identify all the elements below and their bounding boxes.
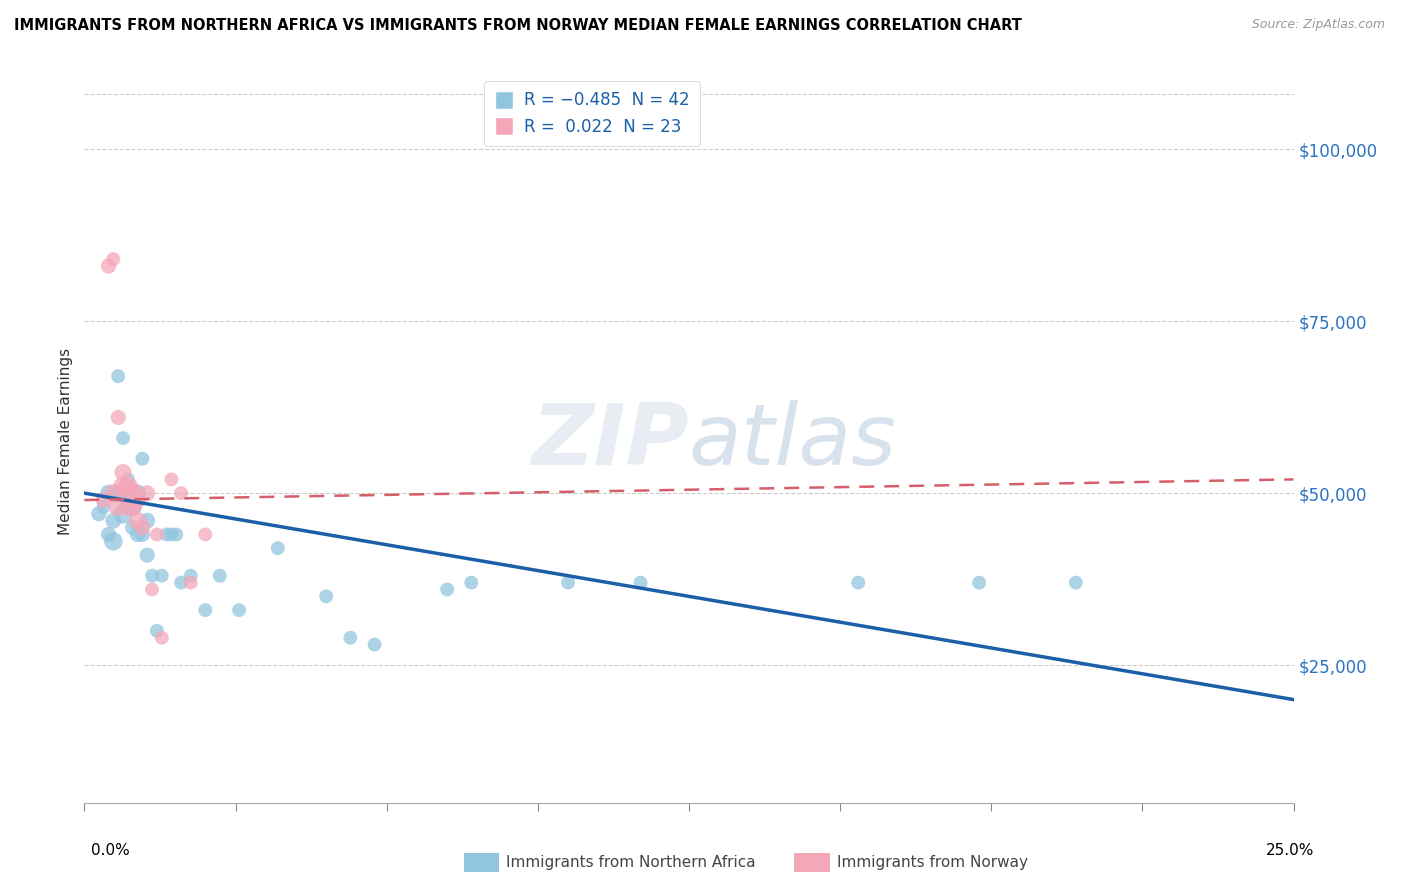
Point bbox=[967, 575, 990, 590]
Point bbox=[87, 507, 110, 521]
Point bbox=[146, 624, 169, 638]
Point bbox=[141, 582, 163, 597]
Point bbox=[150, 568, 173, 582]
Point bbox=[208, 568, 231, 582]
Legend: R = −0.485  N = 42, R =  0.022  N = 23: R = −0.485 N = 42, R = 0.022 N = 23 bbox=[485, 81, 700, 145]
Point bbox=[155, 527, 177, 541]
Point bbox=[339, 631, 361, 645]
Point bbox=[107, 410, 129, 425]
Point bbox=[121, 500, 143, 514]
Point bbox=[846, 575, 869, 590]
Point bbox=[103, 534, 125, 549]
Point bbox=[127, 493, 149, 508]
Point bbox=[131, 527, 153, 541]
Point bbox=[170, 575, 193, 590]
Point bbox=[460, 575, 482, 590]
Point bbox=[136, 486, 159, 500]
Point bbox=[180, 575, 202, 590]
Text: ZIP: ZIP bbox=[531, 400, 689, 483]
Point bbox=[112, 507, 135, 521]
Point bbox=[107, 486, 129, 500]
Point bbox=[93, 493, 115, 508]
Text: 0.0%: 0.0% bbox=[91, 843, 131, 858]
Point bbox=[121, 520, 143, 534]
Point bbox=[141, 568, 163, 582]
Point bbox=[630, 575, 652, 590]
Point bbox=[112, 431, 135, 445]
Point bbox=[97, 527, 120, 541]
Point bbox=[117, 493, 139, 508]
Text: IMMIGRANTS FROM NORTHERN AFRICA VS IMMIGRANTS FROM NORWAY MEDIAN FEMALE EARNINGS: IMMIGRANTS FROM NORTHERN AFRICA VS IMMIG… bbox=[14, 18, 1022, 33]
Point bbox=[131, 520, 153, 534]
Point bbox=[180, 568, 202, 582]
Point bbox=[127, 486, 149, 500]
Point bbox=[103, 252, 125, 267]
Point bbox=[97, 259, 120, 273]
Point bbox=[107, 369, 129, 384]
Point bbox=[136, 548, 159, 562]
Point bbox=[165, 527, 187, 541]
Point bbox=[103, 514, 125, 528]
Point bbox=[1064, 575, 1087, 590]
Text: Immigrants from Norway: Immigrants from Norway bbox=[837, 855, 1028, 870]
Point bbox=[97, 486, 120, 500]
Point bbox=[194, 527, 217, 541]
Point bbox=[107, 500, 129, 514]
Point bbox=[103, 486, 125, 500]
Point bbox=[121, 486, 143, 500]
Point bbox=[146, 527, 169, 541]
Point bbox=[131, 451, 153, 466]
Point bbox=[363, 638, 385, 652]
Point bbox=[170, 486, 193, 500]
Point bbox=[112, 466, 135, 480]
Point bbox=[121, 500, 143, 514]
Point bbox=[267, 541, 290, 556]
Point bbox=[194, 603, 217, 617]
Point bbox=[315, 590, 337, 604]
Point bbox=[127, 527, 149, 541]
Point bbox=[117, 479, 139, 493]
Point bbox=[228, 603, 250, 617]
Point bbox=[160, 472, 183, 486]
Point bbox=[557, 575, 579, 590]
Point bbox=[93, 500, 115, 514]
Point bbox=[436, 582, 458, 597]
Point bbox=[117, 472, 139, 486]
Text: Immigrants from Northern Africa: Immigrants from Northern Africa bbox=[506, 855, 756, 870]
Point bbox=[160, 527, 183, 541]
Point bbox=[117, 500, 139, 514]
Point bbox=[112, 479, 135, 493]
Text: 25.0%: 25.0% bbox=[1267, 843, 1315, 858]
Point bbox=[127, 514, 149, 528]
Y-axis label: Median Female Earnings: Median Female Earnings bbox=[58, 348, 73, 535]
Text: Source: ZipAtlas.com: Source: ZipAtlas.com bbox=[1251, 18, 1385, 31]
Point bbox=[150, 631, 173, 645]
Text: atlas: atlas bbox=[689, 400, 897, 483]
Point bbox=[136, 514, 159, 528]
